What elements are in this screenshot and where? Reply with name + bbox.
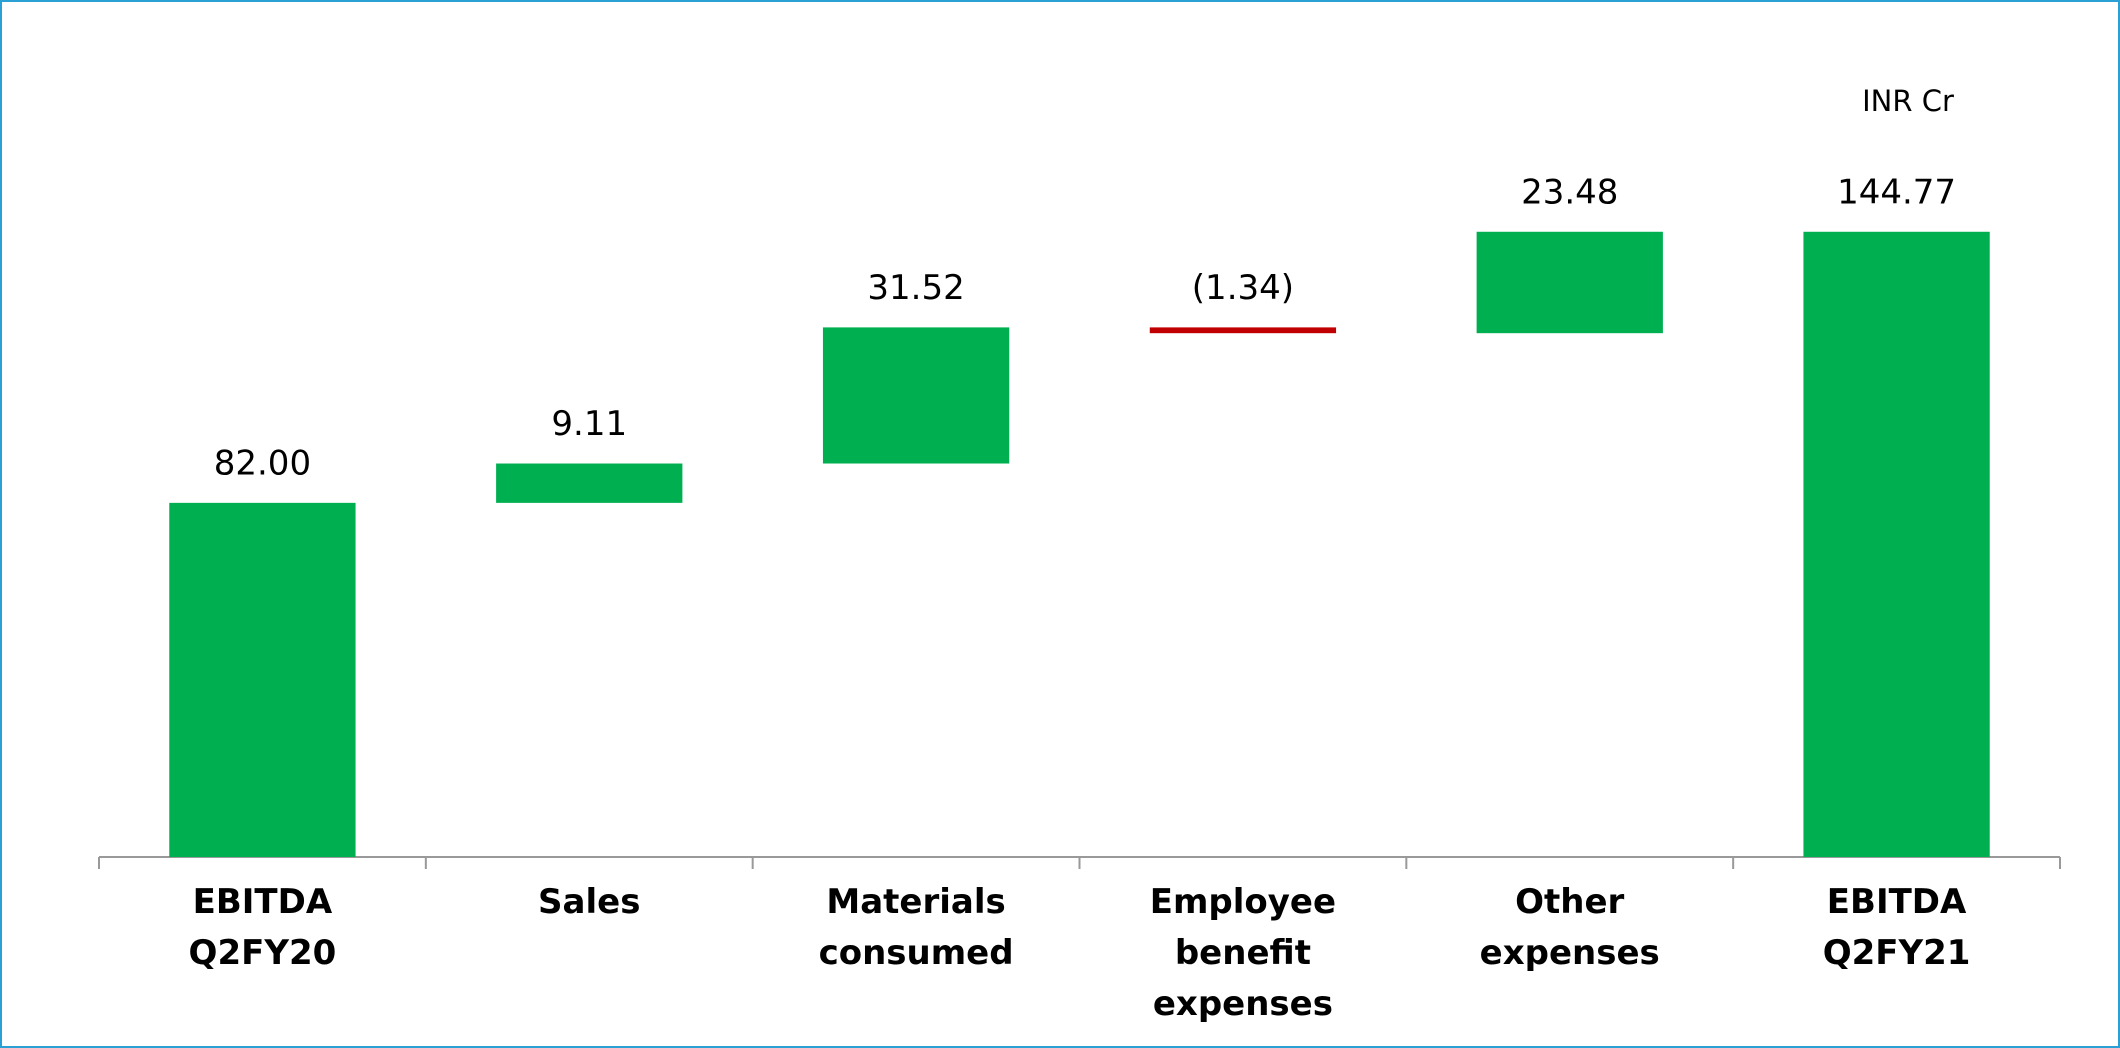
unit-annotation: INR Cr <box>1862 84 1954 118</box>
value-label: 31.52 <box>867 268 964 308</box>
bar <box>496 463 683 503</box>
value-label: 23.48 <box>1521 172 1618 212</box>
bar <box>1149 327 1337 334</box>
bar <box>1803 231 1990 858</box>
bar <box>822 327 1010 464</box>
value-label: (1.34) <box>1192 268 1294 308</box>
x-tick-label: Sales <box>538 882 641 922</box>
value-label: 82.00 <box>214 443 311 483</box>
bar <box>169 502 356 857</box>
x-tick-label: Other expenses <box>1479 882 1660 973</box>
value-label: 9.11 <box>551 404 627 444</box>
x-tick-label: EBITDA Q2FY21 <box>1822 882 1971 973</box>
bar <box>1476 231 1663 334</box>
x-tick-label: EBITDA Q2FY20 <box>188 882 337 973</box>
value-label: 144.77 <box>1837 172 1956 212</box>
x-tick-label: Employee benefit expenses <box>1149 882 1337 1024</box>
x-tick-label: Materials consumed <box>818 882 1014 973</box>
